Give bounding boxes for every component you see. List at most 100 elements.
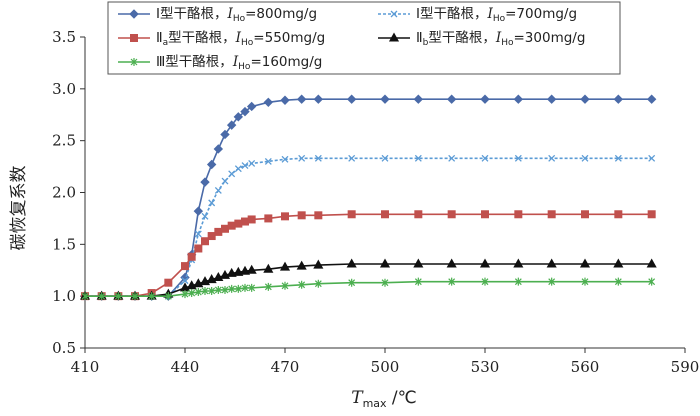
data-point	[226, 120, 237, 130]
data-point	[264, 157, 272, 165]
series-5	[81, 277, 656, 301]
data-point	[513, 94, 524, 104]
legend-label-sub: Ho	[233, 14, 246, 24]
data-point	[446, 258, 457, 268]
data-point	[581, 154, 589, 162]
data-point	[240, 106, 250, 117]
legend-label-prefix: Ⅰ型干酪根，	[416, 6, 487, 22]
legend-swatch-marker	[130, 58, 138, 66]
legend-label: Ⅰ型干酪根，IHo=800mg/g	[156, 6, 317, 24]
data-point	[448, 277, 456, 286]
legend-label: Ⅰ型干酪根，IHo=700mg/g	[416, 6, 577, 24]
legend-label-prefix: Ⅱ	[156, 30, 163, 46]
legend: Ⅰ型干酪根，IHo=800mg/g Ⅰ型干酪根，IHo=700mg/gⅡa型干酪根…	[107, 1, 621, 75]
data-point	[546, 258, 557, 268]
data-point	[194, 230, 202, 238]
legend-label: Ⅲ型干酪根，IHo=160mg/g	[156, 54, 322, 72]
x-axis-label: Tmax /℃	[351, 388, 417, 410]
legend-box	[107, 1, 621, 75]
data-point	[281, 212, 289, 221]
data-point	[194, 288, 202, 297]
data-point	[264, 282, 272, 291]
data-point	[413, 258, 424, 268]
y-tick-label: 2.5	[52, 132, 76, 150]
data-point	[581, 210, 589, 219]
data-point	[380, 94, 390, 104]
legend-label-sub: Ho	[501, 38, 514, 48]
series-layer	[79, 94, 657, 301]
data-point	[614, 210, 623, 219]
legend-swatch-marker	[388, 32, 400, 42]
data-point	[207, 232, 216, 241]
data-point	[188, 289, 196, 298]
legend-item: Ⅱb型干酪根，IHo=300mg/g	[378, 30, 585, 48]
data-point	[346, 94, 357, 104]
data-point	[296, 94, 307, 104]
legend-label-main: I	[235, 30, 242, 46]
legend-label-sub: Ho	[238, 62, 251, 72]
legend-swatch-marker	[130, 34, 138, 42]
data-point	[481, 277, 489, 286]
legend-label-prefix-sub: a	[163, 38, 169, 48]
data-point	[221, 285, 229, 294]
data-point	[314, 279, 322, 288]
legend-label-main: I	[495, 30, 502, 46]
data-point	[233, 112, 244, 122]
data-point	[414, 277, 422, 286]
data-point	[234, 219, 243, 228]
data-point	[446, 94, 457, 104]
data-point	[348, 154, 356, 162]
legend-label: Ⅱa型干酪根，IHo=550mg/g	[156, 30, 325, 48]
data-point	[81, 292, 89, 301]
data-point	[381, 210, 389, 219]
data-point	[280, 95, 290, 105]
data-point	[346, 258, 357, 268]
data-point	[479, 258, 491, 268]
x-tick-label: 410	[71, 358, 100, 376]
legend-label-main: I	[226, 6, 233, 22]
legend-label-sub: Ho	[241, 38, 254, 48]
legend-label-main: I	[486, 6, 493, 22]
data-point	[114, 292, 122, 301]
data-point	[646, 94, 657, 104]
data-point	[379, 258, 391, 268]
legend-label: Ⅱb型干酪根，IHo=300mg/g	[416, 30, 585, 48]
legend-label-main: I	[232, 54, 239, 70]
data-point	[181, 277, 189, 285]
data-point	[514, 210, 523, 219]
legend-item: Ⅰ型干酪根，IHo=800mg/g	[118, 6, 317, 24]
data-point	[208, 286, 216, 295]
data-point	[263, 97, 274, 108]
legend-label-suffix: =700mg/g	[505, 6, 577, 22]
data-point	[98, 292, 106, 301]
data-point	[241, 283, 249, 292]
series-line	[85, 98, 652, 298]
legend-label-prefix-after: 型干酪根，	[168, 30, 236, 46]
data-point	[648, 154, 656, 162]
y-tick-label: 0.5	[52, 339, 76, 357]
data-point	[414, 154, 422, 162]
data-point	[414, 210, 423, 219]
data-point	[248, 160, 256, 167]
x-tick-label: 590	[671, 358, 700, 376]
y-tick-label: 3.5	[52, 28, 76, 46]
legend-label-suffix: =800mg/g	[245, 6, 317, 22]
y-tick-label: 1.5	[52, 235, 76, 253]
legend-swatch-marker	[390, 10, 398, 18]
data-point	[227, 221, 236, 230]
data-point	[297, 211, 306, 220]
data-point	[281, 281, 289, 290]
legend-label-suffix: =550mg/g	[253, 30, 325, 46]
data-point	[548, 277, 556, 286]
legend-label-suffix: =300mg/g	[514, 30, 586, 46]
data-point	[648, 277, 656, 286]
x-tick-label: 500	[371, 358, 400, 376]
data-point	[131, 292, 139, 301]
data-point	[187, 252, 196, 261]
data-point	[581, 277, 589, 286]
series-2	[81, 154, 656, 300]
series-line	[85, 157, 652, 298]
legend-label-prefix-sub: b	[423, 38, 429, 48]
data-point	[246, 101, 257, 112]
